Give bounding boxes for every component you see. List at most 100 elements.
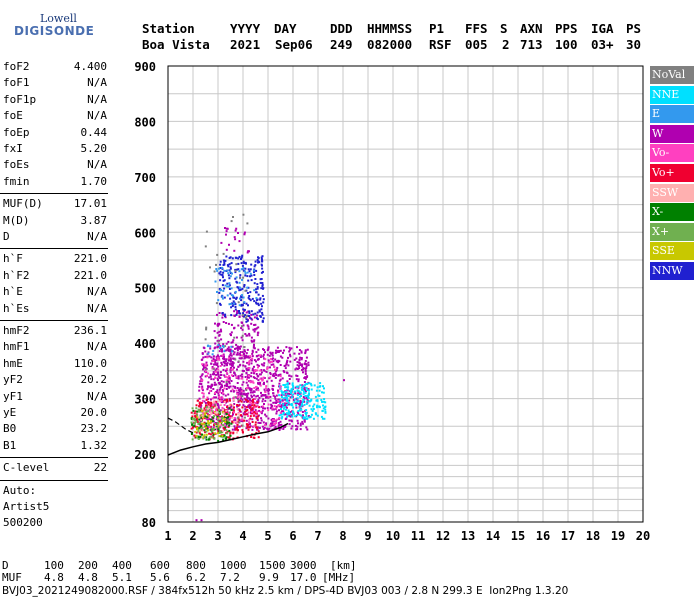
echo-point-nnw — [238, 310, 240, 312]
echo-point-x- — [204, 425, 207, 428]
echo-point-nnw — [241, 254, 244, 257]
echo-point-w — [223, 374, 226, 377]
param-row: foF1p N/A — [3, 93, 107, 109]
echo-point-e — [223, 269, 226, 272]
echo-point-nnw — [230, 314, 233, 317]
echo-point-vo+ — [194, 410, 197, 413]
echo-point-w — [222, 368, 225, 371]
echo-point-w — [296, 364, 299, 367]
echo-point-noval — [244, 289, 247, 292]
echo-point-x- — [217, 428, 220, 431]
echo-point-w — [305, 365, 308, 368]
bottom-line1-cell: 200 — [78, 559, 98, 572]
echo-point-w — [220, 338, 223, 341]
echo-point-w — [264, 413, 267, 416]
echo-point-w — [214, 361, 217, 364]
echo-point-vo- — [225, 371, 228, 374]
echo-point-w — [240, 397, 243, 400]
echo-point-w — [234, 419, 237, 422]
echo-point-nne — [280, 417, 283, 420]
echo-point-w — [288, 414, 291, 417]
echo-point-w — [233, 419, 236, 422]
echo-point-noval — [234, 396, 237, 399]
echo-point-nnw — [229, 292, 232, 295]
echo-point-nnw — [231, 302, 233, 305]
echo-point-nnw — [254, 260, 257, 263]
echo-point-nnw — [231, 257, 234, 260]
echo-point-nnw — [219, 263, 222, 266]
echo-point-w — [241, 420, 244, 423]
echo-point-vo- — [214, 401, 217, 404]
echo-point-vo+ — [222, 426, 225, 429]
echo-point-w — [260, 417, 263, 420]
echo-point-ssw — [237, 415, 240, 418]
echo-point-w — [257, 348, 260, 351]
echo-point-vo- — [277, 404, 280, 407]
echo-point-nne — [312, 408, 315, 410]
echo-point-w — [227, 407, 230, 410]
echo-point-w — [274, 358, 277, 361]
echo-point-vo+ — [210, 403, 213, 405]
echo-point-w — [270, 418, 273, 421]
echo-point-x- — [197, 435, 200, 438]
echo-point-w — [274, 351, 277, 354]
echo-point-nne — [284, 396, 287, 399]
echo-point-nnw — [242, 260, 245, 263]
echo-point-w — [252, 346, 255, 349]
echo-point-w — [299, 403, 302, 406]
echo-point-e — [221, 295, 224, 298]
echo-point-vo+ — [221, 415, 224, 418]
echo-point-w — [236, 353, 239, 356]
echo-point-w — [199, 380, 202, 383]
echo-point-w — [238, 346, 241, 349]
param-value: N/A — [87, 340, 107, 354]
echo-point-w — [268, 389, 271, 392]
echo-point-w — [302, 396, 305, 398]
echo-point-nnw — [248, 310, 251, 313]
echo-point-w — [247, 392, 250, 395]
echo-point-nne — [316, 414, 319, 417]
echo-point-vo+ — [239, 399, 241, 402]
echo-point-ssw — [232, 398, 235, 401]
echo-point-w — [275, 370, 278, 372]
echo-point-x- — [205, 438, 208, 441]
echo-point-noval — [246, 222, 249, 225]
echo-point-w — [238, 425, 241, 428]
echo-point-w — [268, 354, 271, 357]
echo-point-nne — [287, 409, 290, 412]
echo-point-w — [231, 345, 234, 348]
echo-point-w — [201, 373, 204, 376]
echo-point-e — [231, 272, 233, 275]
echo-point-vo+ — [237, 404, 240, 407]
echo-point-w — [260, 412, 263, 415]
header-line2-cell: 249 — [330, 37, 353, 52]
echo-point-nnw — [222, 279, 225, 282]
echo-point-vo- — [248, 367, 251, 369]
echo-point-w — [277, 425, 280, 428]
echo-point-vo+ — [190, 427, 193, 430]
echo-point-w — [216, 403, 219, 405]
echo-point-nne — [298, 413, 301, 416]
echo-point-noval — [232, 216, 234, 218]
echo-point-nnw — [260, 278, 263, 280]
echo-point-vo+ — [225, 419, 228, 422]
header-line2-cell: 2 — [502, 37, 510, 52]
echo-point-nnw — [235, 256, 238, 259]
echo-point-w — [207, 385, 209, 388]
echo-point-vo- — [253, 370, 256, 373]
echo-point-vo- — [266, 367, 269, 370]
echo-point-w — [291, 425, 294, 428]
x-tick-label: 5 — [264, 529, 271, 543]
echo-point-vo- — [211, 367, 214, 370]
echo-point-w — [225, 342, 228, 345]
echo-point-w — [296, 411, 299, 414]
echo-point-w — [253, 372, 255, 375]
echo-point-noval — [241, 334, 244, 337]
echo-point-nnw — [258, 309, 261, 312]
echo-point-w — [304, 377, 307, 380]
echo-point-w — [213, 381, 216, 384]
echo-point-nnw — [232, 300, 235, 303]
echo-point-vo+ — [226, 430, 229, 433]
echo-point-ssw — [213, 400, 215, 403]
echo-point-w — [288, 419, 291, 422]
